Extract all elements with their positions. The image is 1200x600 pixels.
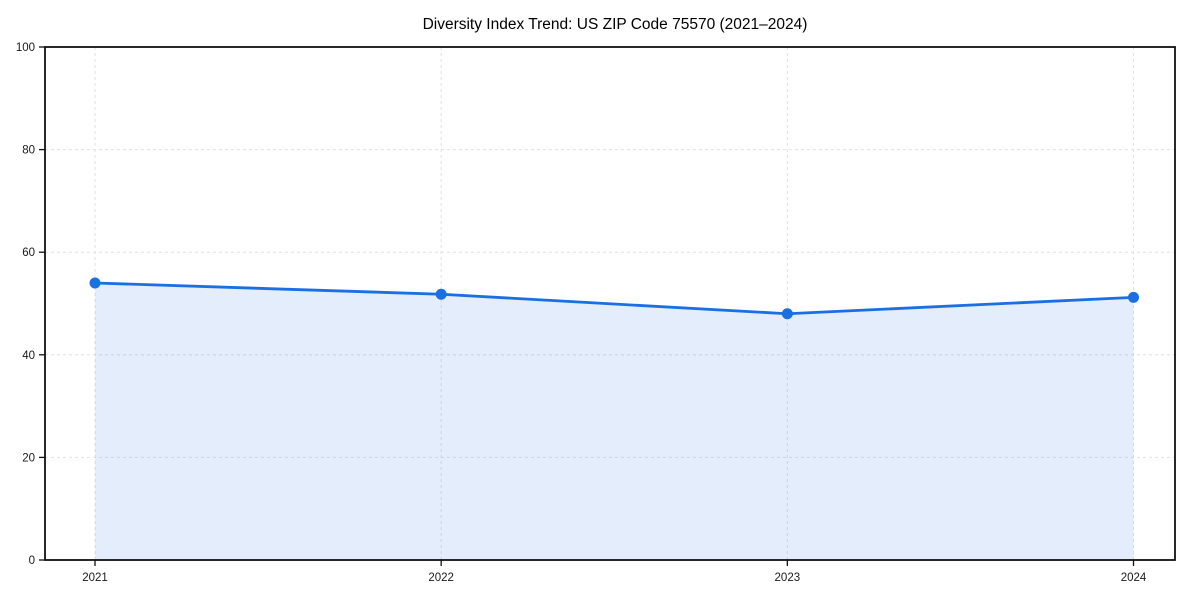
y-axis-tick-label: 100	[16, 42, 35, 54]
axis-frame	[44, 46, 1176, 561]
chart-title: Diversity Index Trend: US ZIP Code 75570…	[423, 16, 808, 33]
y-axis-tick-label: 80	[22, 145, 35, 157]
data-point-2024	[1128, 291, 1139, 303]
trend-line	[93, 281, 1135, 316]
x-axis-tick-label: 2023	[775, 572, 801, 584]
plot-area: 0 20 40 60 80 100 2021 2022 2023 2024	[16, 42, 1176, 584]
data-point-2022	[435, 288, 447, 300]
data-point-2023	[781, 308, 793, 320]
x-axis-tick-label: 2021	[82, 572, 108, 584]
area-fill	[95, 282, 1134, 560]
data-point-2021	[89, 277, 101, 289]
y-axis-tick-label: 40	[22, 350, 35, 362]
x-axis-tick-label: 2024	[1121, 572, 1147, 584]
y-axis-tick-label: 20	[22, 452, 35, 464]
y-axis-tick-label: 0	[29, 555, 35, 567]
y-axis-tick-label: 60	[22, 247, 35, 259]
x-axis-tick-label: 2022	[428, 572, 454, 584]
